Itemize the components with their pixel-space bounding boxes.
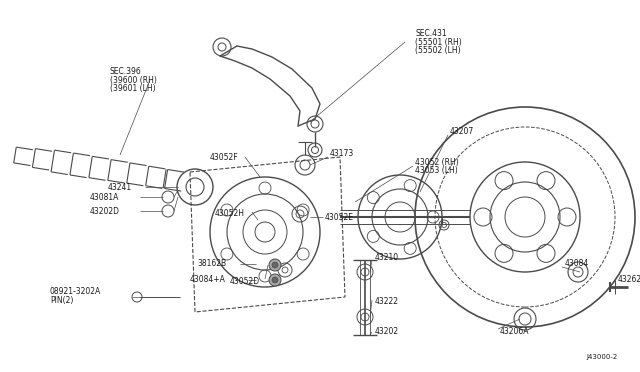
Text: 38162B: 38162B [197,260,226,269]
Circle shape [269,274,281,286]
Text: 43052F: 43052F [210,153,239,161]
Text: 43052D: 43052D [230,278,260,286]
Text: 43052H: 43052H [215,209,245,218]
Text: J43000-2: J43000-2 [587,354,618,360]
Text: PIN(2): PIN(2) [50,296,74,305]
Text: 43241: 43241 [108,183,132,192]
Text: 43207: 43207 [450,128,474,137]
Text: 43210: 43210 [375,253,399,262]
Circle shape [269,259,281,271]
Text: 43206A: 43206A [500,327,529,337]
Text: 43052E: 43052E [325,212,354,221]
Circle shape [272,262,278,268]
Text: 08921-3202A: 08921-3202A [50,288,101,296]
Text: SEC.431: SEC.431 [415,29,447,38]
Circle shape [272,277,278,283]
Text: 43202: 43202 [375,327,399,337]
Text: (39600 (RH): (39600 (RH) [110,76,157,84]
Text: 43053 (LH): 43053 (LH) [415,166,458,174]
Text: SEC.396: SEC.396 [110,67,141,77]
Text: 43262A: 43262A [618,276,640,285]
Text: 43052 (RH): 43052 (RH) [415,157,459,167]
Text: 43084+A: 43084+A [190,276,226,285]
Text: (55502 (LH): (55502 (LH) [415,45,461,55]
Text: 43202D: 43202D [90,206,120,215]
Text: 43081A: 43081A [90,192,120,202]
Text: 43173: 43173 [330,150,355,158]
Text: 43084: 43084 [565,260,589,269]
Text: (55501 (RH): (55501 (RH) [415,38,461,46]
Text: (39601 (LH): (39601 (LH) [110,83,156,93]
Text: 43222: 43222 [375,298,399,307]
